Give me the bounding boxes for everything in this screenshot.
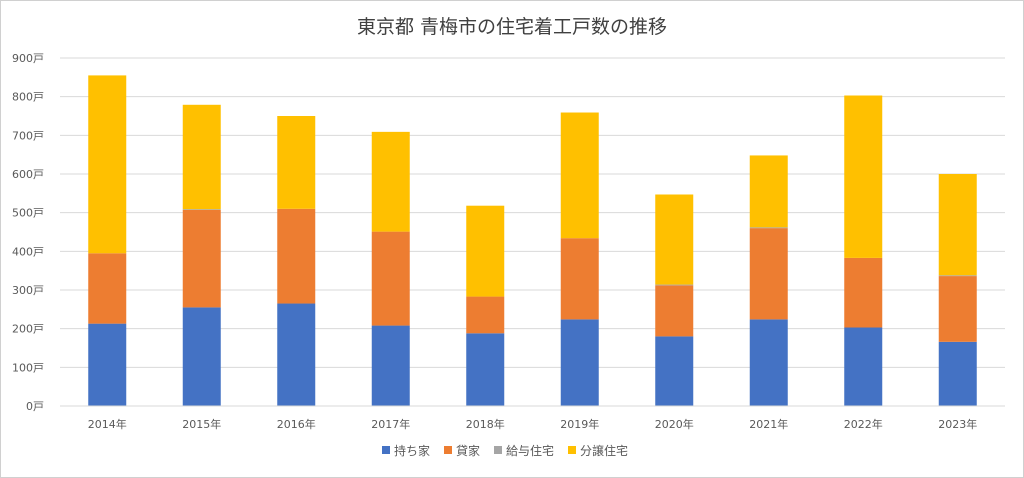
bar-segment bbox=[655, 284, 694, 286]
x-tick-label: 2017年 bbox=[371, 417, 410, 431]
bar-segment bbox=[749, 155, 788, 228]
bar-segment bbox=[88, 253, 127, 324]
y-tick-label: 200戸 bbox=[12, 323, 44, 336]
y-tick-label: 900戸 bbox=[12, 52, 44, 65]
x-tick-label: 2019年 bbox=[560, 417, 599, 431]
bar-segment bbox=[371, 325, 410, 406]
y-tick-label: 100戸 bbox=[12, 361, 44, 374]
bar-segment bbox=[466, 296, 505, 334]
legend-label: 分譲住宅 bbox=[580, 443, 628, 458]
bar-segment bbox=[560, 112, 599, 239]
bar-segment bbox=[938, 341, 977, 406]
legend: 持ち家 貸家 給与住宅 分譲住宅 bbox=[382, 443, 628, 458]
bar-segment bbox=[844, 257, 883, 328]
legend-swatch bbox=[382, 446, 390, 454]
bar-segment bbox=[560, 238, 599, 320]
bar-segment bbox=[844, 95, 883, 258]
chart-title: 東京都 青梅市の住宅着工戸数の推移 bbox=[357, 16, 667, 38]
bar-segment bbox=[749, 228, 788, 320]
y-tick-label: 600戸 bbox=[12, 168, 44, 181]
bar-segment bbox=[277, 116, 316, 209]
bar-segment bbox=[182, 209, 221, 210]
bar-segment bbox=[938, 275, 977, 277]
bar-segment bbox=[88, 75, 127, 254]
x-tick-label: 2021年 bbox=[749, 417, 788, 431]
bar-segment bbox=[466, 333, 505, 406]
bar-segment bbox=[466, 205, 505, 297]
y-tick-label: 300戸 bbox=[12, 284, 44, 297]
bar-segment bbox=[182, 307, 221, 406]
bar-segment bbox=[844, 327, 883, 406]
legend-swatch bbox=[494, 446, 502, 454]
legend-label: 持ち家 bbox=[394, 443, 430, 458]
bar-segment bbox=[938, 276, 977, 342]
x-tick-label: 2018年 bbox=[466, 417, 505, 431]
y-axis-ticks: 0戸 100戸 200戸 300戸 400戸 500戸 600戸 700戸 800戸 900戸 bbox=[12, 52, 44, 413]
y-tick-label: 400戸 bbox=[12, 245, 44, 258]
bar-segment bbox=[371, 231, 410, 326]
y-tick-label: 700戸 bbox=[12, 129, 44, 142]
bar-segment bbox=[277, 303, 316, 406]
y-tick-label: 0戸 bbox=[26, 400, 44, 413]
x-tick-label: 2023年 bbox=[938, 417, 977, 431]
bar-segment bbox=[88, 323, 127, 406]
bar-segment bbox=[938, 174, 977, 276]
legend-label: 貸家 bbox=[456, 443, 480, 458]
bar-segment bbox=[655, 194, 694, 285]
bar-segment bbox=[655, 336, 694, 406]
bar-segment bbox=[182, 209, 221, 308]
x-tick-label: 2016年 bbox=[277, 417, 316, 431]
x-tick-label: 2020年 bbox=[655, 417, 694, 431]
bars bbox=[88, 75, 977, 406]
legend-swatch bbox=[444, 446, 452, 454]
x-axis-ticks: 2014年 2015年 2016年 2017年 2018年 2019年 2020年 2021年… bbox=[88, 417, 978, 431]
bar-segment bbox=[277, 208, 316, 304]
bar-segment bbox=[182, 104, 221, 210]
legend-swatch bbox=[568, 446, 576, 454]
bar-segment bbox=[371, 131, 410, 232]
x-tick-label: 2022年 bbox=[844, 417, 883, 431]
x-tick-label: 2015年 bbox=[182, 417, 221, 431]
bar-segment bbox=[749, 227, 788, 229]
x-tick-label: 2014年 bbox=[88, 417, 127, 431]
y-tick-label: 500戸 bbox=[12, 207, 44, 220]
bar-segment bbox=[655, 285, 694, 337]
legend-label: 給与住宅 bbox=[506, 443, 554, 458]
bar-segment bbox=[560, 319, 599, 406]
bar-segment bbox=[749, 319, 788, 406]
y-tick-label: 800戸 bbox=[12, 91, 44, 104]
